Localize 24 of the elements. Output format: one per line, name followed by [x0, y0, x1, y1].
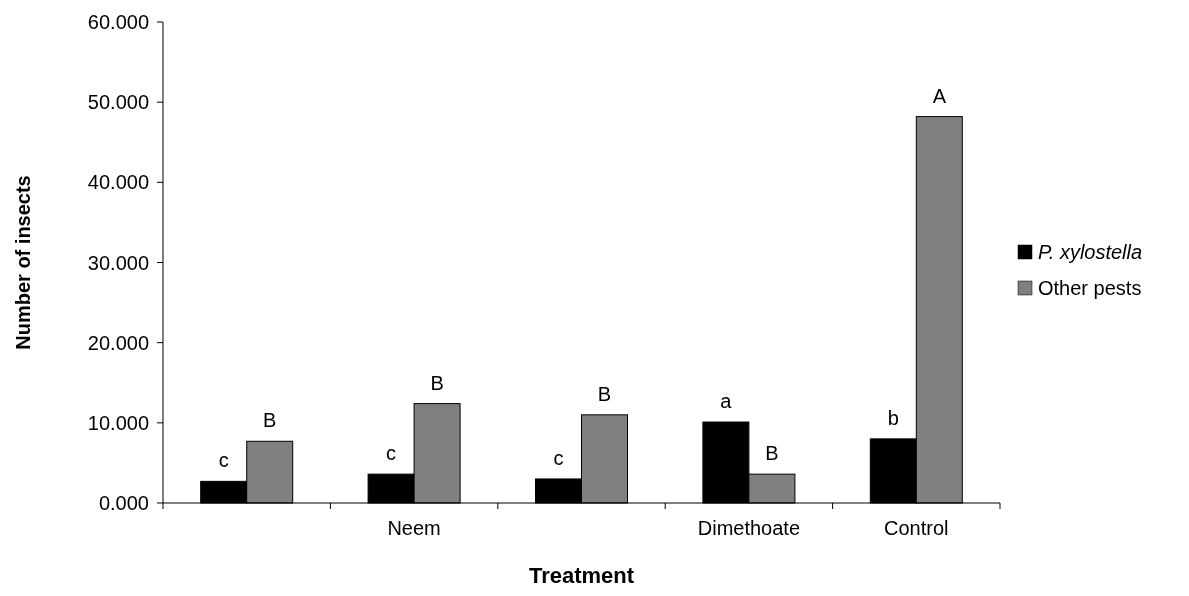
- y-tick-label: 10.000: [87, 411, 149, 434]
- x-tick-label: Neem: [387, 517, 441, 539]
- annotation: b: [887, 406, 899, 429]
- annotation: B: [765, 442, 779, 465]
- y-axis-title: Number of insects: [12, 175, 34, 350]
- annotation: B: [430, 371, 444, 394]
- annotation: B: [597, 382, 612, 405]
- annotation: B: [263, 409, 277, 432]
- y-tick-label: 60.000: [87, 11, 149, 33]
- y-tick-label: 40.000: [87, 171, 149, 194]
- annotation: c: [553, 446, 564, 469]
- annotation: c: [386, 442, 397, 465]
- x-tick-label: Control: [884, 517, 949, 539]
- annotation: A: [932, 84, 947, 107]
- annotation: c: [218, 449, 229, 472]
- legend-label: Other pests: [1038, 277, 1142, 299]
- x-axis-title: Treatment: [528, 563, 635, 588]
- y-tick-label: 50.000: [87, 91, 149, 114]
- x-tick-label: Dimethoate: [697, 517, 801, 539]
- annotation: a: [720, 390, 733, 413]
- y-tick-label: 20.000: [87, 331, 149, 354]
- y-tick-label: 30.000: [87, 251, 149, 274]
- legend-label: P. xylostella: [1038, 241, 1143, 263]
- y-tick-label: 0.000: [98, 492, 149, 514]
